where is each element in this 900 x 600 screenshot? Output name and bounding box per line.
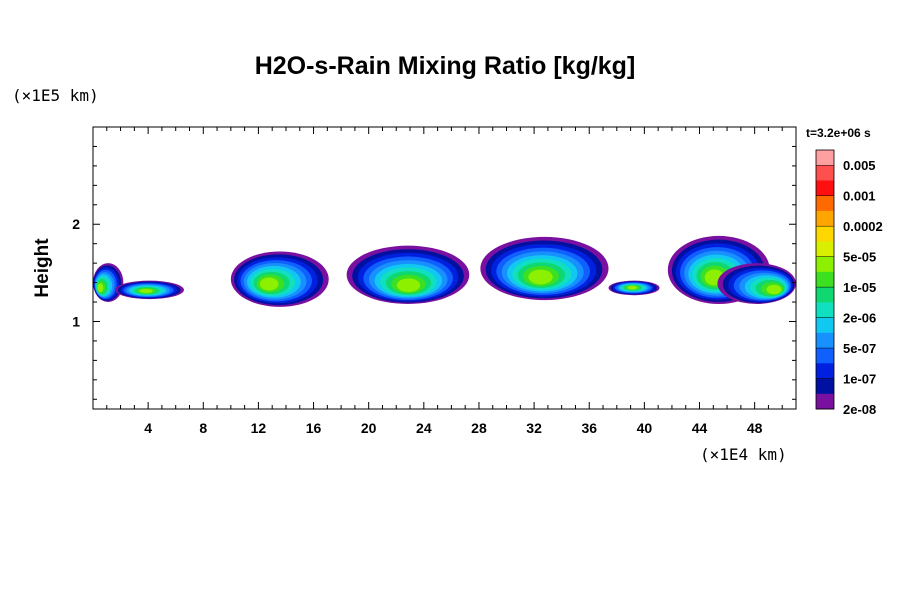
x-tick-label: 32 [526, 420, 542, 436]
rain-cloud-8 [717, 263, 796, 304]
contour-level-10 [259, 277, 279, 291]
colorbar-label: 5e-07 [843, 341, 876, 356]
rain-cloud-3 [230, 251, 329, 307]
contour-level-10 [139, 288, 153, 294]
plot-area [93, 235, 796, 307]
rain-cloud-4 [346, 245, 470, 304]
colorbar-swatch [816, 241, 834, 258]
colorbar-swatch [816, 226, 834, 242]
colorbar-label: 1e-05 [843, 280, 876, 295]
x-tick-label: 24 [416, 420, 432, 436]
colorbar-swatch [816, 287, 834, 303]
colorbar-swatch [816, 348, 834, 364]
rain-cloud-1 [93, 263, 124, 303]
colorbar-label: 0.001 [843, 189, 876, 204]
colorbar: 0.005 0.001 0.0002 5e-05 1e-05 2e-06 5e-07 1e-0… [815, 149, 883, 417]
x-tick-label: 12 [251, 420, 267, 436]
rain-cloud-5 [480, 236, 609, 301]
y-axis-unit: (×1E5 km) [12, 86, 99, 105]
y-axis-label: Height [32, 238, 53, 298]
colorbar-swatch [816, 165, 834, 181]
colorbar-swatch [816, 393, 834, 410]
contour-level-10 [528, 269, 553, 285]
contour-level-10 [97, 283, 104, 293]
x-tick-label: 36 [581, 420, 597, 436]
colorbar-label: 2e-08 [843, 402, 876, 417]
x-tick-label: 20 [361, 420, 377, 436]
contour-level-10 [766, 284, 782, 295]
colorbar-swatch [816, 378, 834, 395]
x-tick-label: 4 [144, 420, 152, 436]
colorbar-swatch [816, 317, 834, 334]
x-tick-label: 40 [637, 420, 653, 436]
y-tick-label: 2 [72, 216, 80, 232]
time-label: t=3.2e+06 s [806, 126, 871, 140]
colorbar-swatch [816, 302, 834, 319]
colorbar-swatch [816, 150, 834, 166]
x-tick-label: 8 [199, 420, 207, 436]
colorbar-swatch [816, 210, 834, 227]
colorbar-swatch [816, 195, 834, 212]
colorbar-label: 0.0002 [843, 219, 883, 234]
x-tick-label: 28 [471, 420, 487, 436]
colorbar-swatch [816, 332, 834, 349]
x-tick-label: 48 [747, 420, 763, 436]
rain-cloud-6 [608, 280, 660, 296]
colorbar-swatch [816, 256, 834, 273]
y-tick-label: 1 [72, 313, 80, 329]
x-axis-unit: (×1E4 km) [700, 445, 787, 464]
colorbar-swatch [816, 180, 834, 197]
rain-cloud-2 [115, 280, 184, 300]
contour-level-10 [627, 285, 638, 290]
colorbar-swatch [816, 271, 834, 288]
x-tick-label: 44 [692, 420, 708, 436]
colorbar-label: 2e-06 [843, 311, 876, 326]
colorbar-label: 5e-05 [843, 250, 876, 265]
colorbar-label: 1e-07 [843, 372, 876, 387]
chart-title: H2O-s-Rain Mixing Ratio [kg/kg] [255, 52, 636, 80]
colorbar-swatch [816, 363, 834, 380]
plot-frame [92, 126, 797, 410]
colorbar-label: 0.005 [843, 158, 876, 173]
x-tick-label: 16 [306, 420, 322, 436]
contour-level-10 [396, 278, 421, 293]
